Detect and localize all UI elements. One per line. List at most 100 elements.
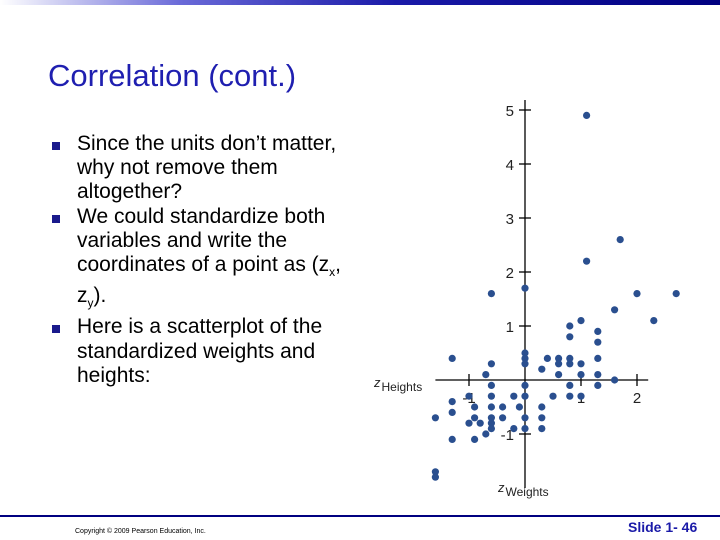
data-point	[510, 392, 518, 400]
data-point	[650, 317, 658, 325]
x-axis-label: zWeights	[497, 480, 549, 499]
square-bullet-icon	[52, 325, 60, 334]
y-axis-label-sub: Heights	[382, 380, 423, 394]
bullet-text-part: ).	[93, 284, 107, 308]
data-point	[482, 430, 490, 438]
bullet-text: Since the units don’t matter, why not re…	[77, 132, 337, 204]
data-point	[549, 392, 557, 400]
bullet-text-part: , z	[77, 253, 341, 308]
y-tick-label: 2	[506, 265, 514, 282]
y-tick-label: 4	[506, 157, 514, 174]
data-point	[566, 322, 574, 330]
data-point	[555, 354, 563, 362]
x-axis-label-sub: Weights	[506, 485, 549, 499]
data-point	[583, 111, 591, 119]
data-point	[487, 290, 495, 298]
data-point	[594, 338, 602, 346]
data-point	[616, 236, 624, 244]
data-point	[487, 414, 495, 422]
subscript-y: y	[87, 296, 94, 311]
data-point	[538, 365, 546, 373]
data-point	[611, 376, 619, 384]
data-point	[594, 354, 602, 362]
data-point	[510, 425, 518, 433]
data-point	[487, 419, 495, 427]
data-point	[465, 392, 473, 400]
data-point	[566, 360, 574, 368]
square-bullet-icon	[52, 214, 60, 223]
data-point	[448, 354, 456, 362]
data-point	[521, 381, 529, 389]
data-point	[594, 327, 602, 335]
data-point	[471, 435, 479, 443]
bottom-accent-bar	[0, 515, 720, 517]
bullet-item: Since the units don’t matter, why not re…	[52, 132, 352, 205]
data-point	[594, 381, 602, 389]
bullet-text: Here is a scatterplot of the standardize…	[77, 315, 323, 387]
data-point	[487, 381, 495, 389]
data-point	[515, 403, 523, 411]
data-point	[431, 473, 439, 481]
y-tick-label: 1	[506, 319, 514, 336]
data-point	[448, 408, 456, 416]
square-bullet-icon	[52, 142, 60, 150]
data-point	[538, 403, 546, 411]
data-point	[555, 371, 563, 379]
data-point	[566, 381, 574, 389]
slide-title: Correlation (cont.)	[48, 58, 297, 93]
data-point	[521, 284, 529, 292]
data-point	[672, 290, 680, 298]
y-tick-label: -1	[501, 427, 514, 444]
y-tick-label: 5	[506, 103, 514, 120]
x-tick-label: 2	[633, 390, 641, 407]
data-point	[577, 360, 585, 368]
data-point	[577, 317, 585, 325]
data-point	[521, 414, 529, 422]
data-point	[538, 414, 546, 422]
data-point	[566, 333, 574, 341]
data-point	[521, 349, 529, 357]
data-point	[577, 392, 585, 400]
data-point	[521, 354, 529, 362]
data-point	[538, 425, 546, 433]
top-accent-bar	[0, 0, 720, 5]
data-point	[431, 414, 439, 422]
data-point	[521, 425, 529, 433]
y-tick-label: 3	[506, 211, 514, 228]
data-point	[521, 360, 529, 368]
subscript-x: x	[329, 265, 336, 280]
data-point	[543, 354, 551, 362]
data-point	[594, 371, 602, 379]
data-points	[431, 111, 680, 481]
data-point	[566, 392, 574, 400]
data-point	[487, 392, 495, 400]
data-point	[448, 398, 456, 406]
bullet-item: We could standardize both variables and …	[52, 205, 352, 316]
data-point	[471, 403, 479, 411]
data-point	[583, 257, 591, 265]
x-axis-label-letter: z	[497, 480, 505, 495]
data-point	[577, 371, 585, 379]
slide-number: Slide 1- 46	[628, 519, 698, 535]
copyright-text: Copyright © 2009 Pearson Education, Inc.	[75, 528, 206, 535]
data-point	[471, 414, 479, 422]
bullet-item: Here is a scatterplot of the standardize…	[52, 315, 352, 388]
y-axis-label: zHeights	[373, 375, 422, 394]
data-point	[633, 290, 641, 298]
data-point	[487, 403, 495, 411]
data-point	[482, 371, 490, 379]
data-point	[487, 425, 495, 433]
data-point	[611, 306, 619, 314]
data-point	[476, 419, 484, 427]
data-point	[487, 360, 495, 368]
data-point	[499, 403, 507, 411]
data-point	[521, 392, 529, 400]
bullet-list: Since the units don’t matter, why not re…	[52, 132, 352, 388]
data-point	[431, 468, 439, 476]
data-point	[499, 414, 507, 422]
bullet-text: We could standardize both variables and …	[77, 205, 352, 316]
bullet-text-part: We could standardize both variables and …	[77, 204, 330, 277]
data-point	[555, 360, 563, 368]
